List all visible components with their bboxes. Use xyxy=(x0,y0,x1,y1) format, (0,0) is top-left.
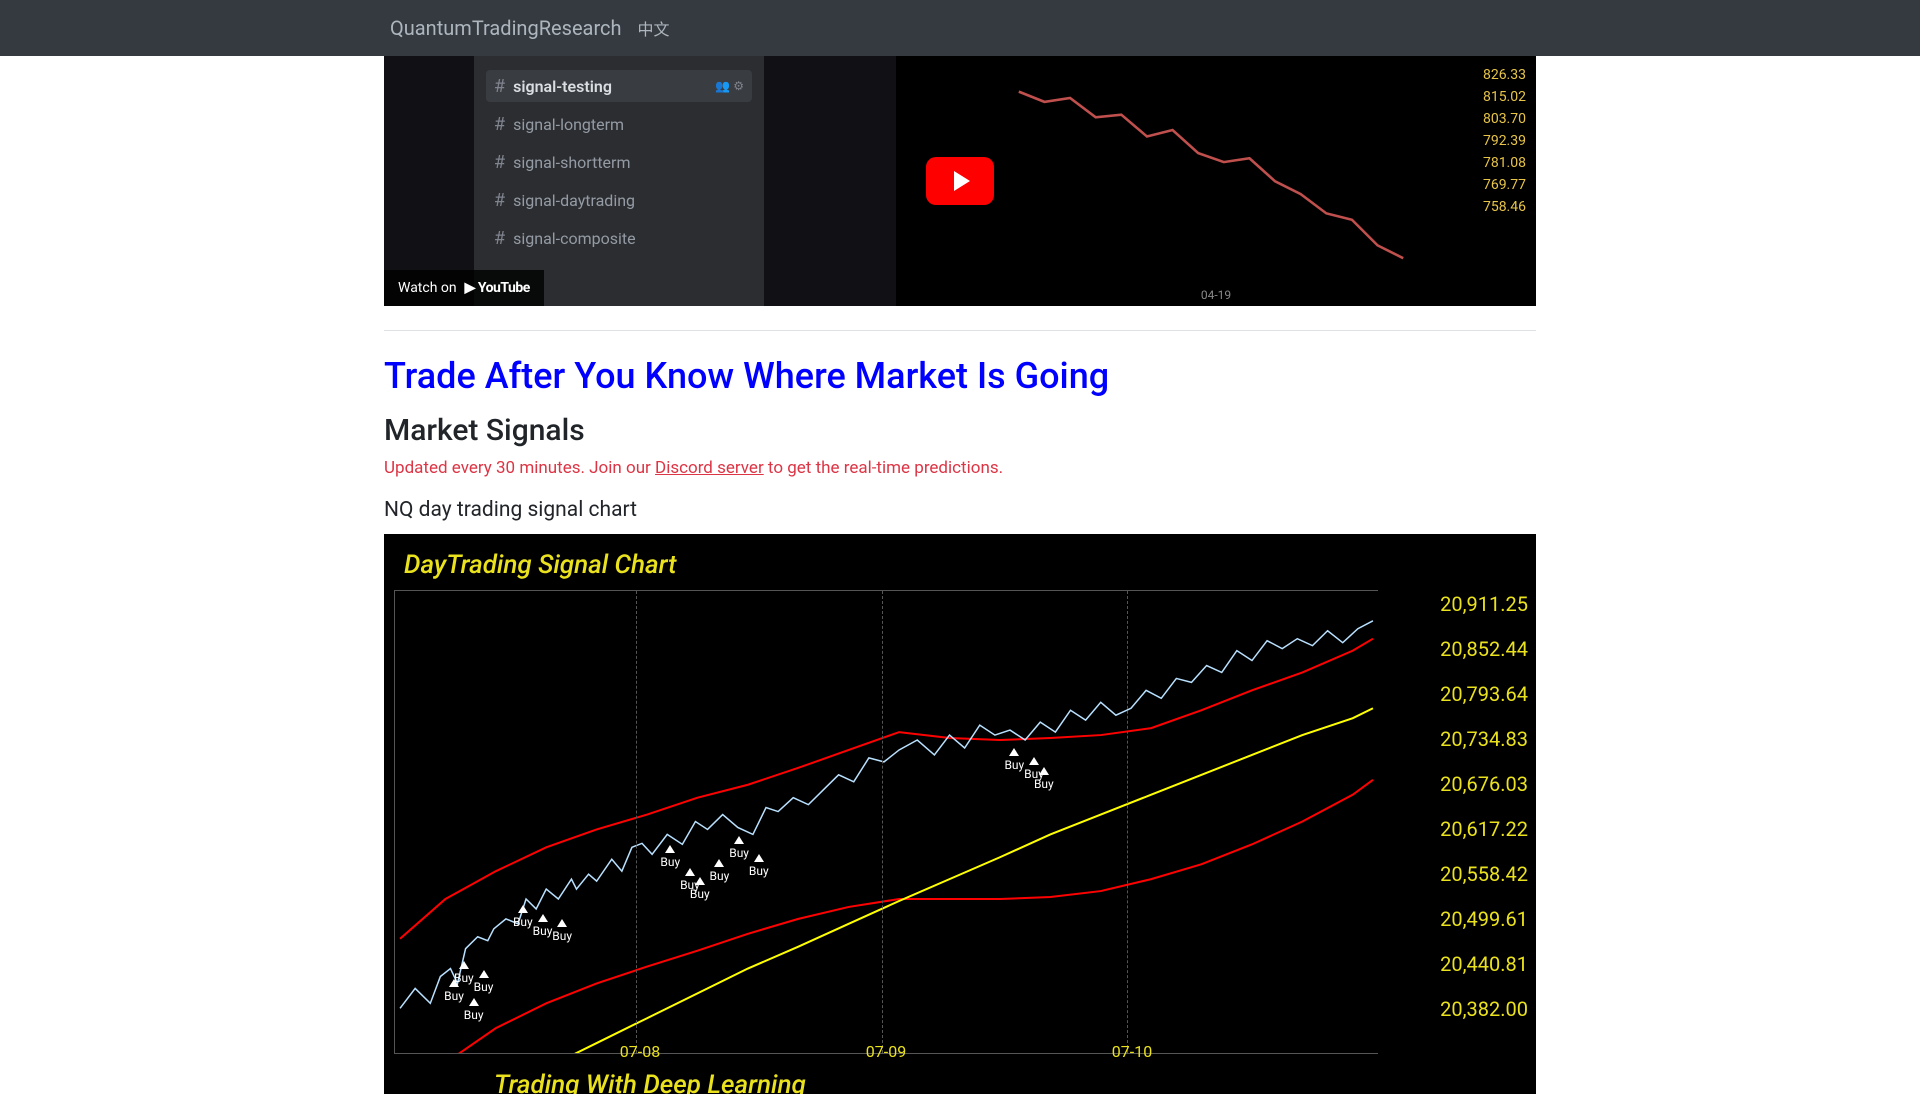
grid-line xyxy=(1127,591,1128,1053)
x-axis-label: 07-10 xyxy=(1112,1042,1152,1061)
buy-arrow-icon xyxy=(685,868,695,876)
video-price-label: 803.70 xyxy=(1483,108,1526,130)
content: Share #signal-testing👥 ⚙#signal-longterm… xyxy=(384,56,1536,1094)
video-price-label: 826.33 xyxy=(1483,64,1526,86)
y-axis-label: 20,499.61 xyxy=(1440,897,1528,942)
hash-icon: # xyxy=(494,228,505,249)
buy-arrow-icon xyxy=(1009,748,1019,756)
buy-arrow-icon xyxy=(538,914,548,922)
buy-arrow-icon xyxy=(665,845,675,853)
y-axis-label: 20,911.25 xyxy=(1440,582,1528,627)
y-axis-label: 20,793.64 xyxy=(1440,672,1528,717)
buy-arrow-icon xyxy=(695,877,705,885)
video-price-label: 769.77 xyxy=(1483,174,1526,196)
discord-channel[interactable]: # signal-daytrading xyxy=(486,184,752,216)
video-price-labels: 826.33815.02803.70792.39781.08769.77758.… xyxy=(1483,64,1526,218)
x-axis-label: 07-08 xyxy=(620,1042,660,1061)
hash-icon: # xyxy=(494,152,505,173)
discord-channel[interactable]: # signal-testing 👥 ⚙ xyxy=(486,70,752,102)
video-price-label: 781.08 xyxy=(1483,152,1526,174)
update-text: Updated every 30 minutes. Join our Disco… xyxy=(384,458,1536,478)
y-axis-label: 20,852.44 xyxy=(1440,627,1528,672)
navbar-lang-link[interactable]: 中文 xyxy=(638,16,670,40)
grid-line xyxy=(636,591,637,1053)
y-axis-label: 20,440.81 xyxy=(1440,942,1528,987)
buy-marker: Buy xyxy=(1034,767,1054,791)
chart-subtitle: NQ day trading signal chart xyxy=(384,498,1536,522)
video-date-label: 04-19 xyxy=(1201,288,1231,302)
buy-arrow-icon xyxy=(557,919,567,927)
y-axis-labels: 20,911.2520,852.4420,793.6420,734.8320,6… xyxy=(1440,582,1528,1032)
channel-name: signal-daytrading xyxy=(513,191,635,210)
video-price-label: 792.39 xyxy=(1483,130,1526,152)
buy-arrow-icon xyxy=(1029,757,1039,765)
channel-name: signal-composite xyxy=(513,229,636,248)
buy-marker: Buy xyxy=(533,914,553,938)
chart-header: DayTrading Signal Chart xyxy=(404,550,677,580)
watch-on-text: Watch on xyxy=(398,280,457,296)
chart-footer: Trading With Deep Learning xyxy=(494,1070,806,1094)
x-axis-label: 07-09 xyxy=(866,1042,906,1061)
signal-chart: DayTrading Signal Chart BuyBuyBuyBuyBuyB… xyxy=(384,534,1536,1094)
y-axis-label: 20,382.00 xyxy=(1440,987,1528,1032)
hash-icon: # xyxy=(494,114,505,135)
buy-marker: Buy xyxy=(749,854,769,878)
buy-marker: Buy xyxy=(513,905,533,929)
chart-plot-area: BuyBuyBuyBuyBuyBuyBuyBuyBuyBuyBuyBuyBuyB… xyxy=(394,590,1378,1054)
candle-chart-svg xyxy=(1006,66,1416,284)
channel-name: signal-testing xyxy=(513,77,612,96)
buy-marker: Buy xyxy=(690,877,710,901)
buy-marker: Buy xyxy=(474,970,494,994)
buy-marker: Buy xyxy=(1004,748,1024,772)
y-axis-label: 20,734.83 xyxy=(1440,717,1528,762)
buy-marker: Buy xyxy=(660,845,680,869)
discord-channel-list: # signal-testing 👥 ⚙ # signal-longterm # signa… xyxy=(474,56,764,306)
y-axis-label: 20,676.03 xyxy=(1440,762,1528,807)
x-axis-labels: 07-08 07-09 07-10 xyxy=(394,1042,1378,1062)
channel-name: signal-longterm xyxy=(513,115,624,134)
buy-arrow-icon xyxy=(714,859,724,867)
buy-arrow-icon xyxy=(734,836,744,844)
divider xyxy=(384,330,1536,331)
main-heading: Trade After You Know Where Market Is Goi… xyxy=(384,355,1536,397)
buy-arrow-icon xyxy=(459,961,469,969)
grid-line xyxy=(882,591,883,1053)
buy-arrow-icon xyxy=(479,970,489,978)
video-price-label: 815.02 xyxy=(1483,86,1526,108)
buy-arrow-icon xyxy=(518,905,528,913)
buy-marker: Buy xyxy=(710,859,730,883)
discord-channel[interactable]: # signal-composite xyxy=(486,222,752,254)
buy-arrow-icon xyxy=(1039,767,1049,775)
buy-marker: Buy xyxy=(552,919,572,943)
discord-channel[interactable]: # signal-shortterm xyxy=(486,146,752,178)
buy-marker: Buy xyxy=(454,961,474,985)
watch-on-youtube[interactable]: Watch on ▶ YouTube xyxy=(384,270,544,306)
play-button[interactable] xyxy=(926,157,994,205)
discord-link[interactable]: Discord server xyxy=(655,458,764,478)
play-icon xyxy=(954,171,970,191)
chart-svg xyxy=(395,591,1378,1053)
buy-marker: Buy xyxy=(729,836,749,860)
hash-icon: # xyxy=(494,76,505,97)
video-price-label: 758.46 xyxy=(1483,196,1526,218)
youtube-logo: ▶ YouTube xyxy=(465,280,530,296)
signals-heading: Market Signals xyxy=(384,413,1536,448)
video-embed: Share #signal-testing👥 ⚙#signal-longterm… xyxy=(384,56,1536,306)
y-axis-label: 20,558.42 xyxy=(1440,852,1528,897)
channel-settings-icon[interactable]: 👥 ⚙ xyxy=(715,79,744,93)
discord-channel[interactable]: # signal-longterm xyxy=(486,108,752,140)
buy-arrow-icon xyxy=(754,854,764,862)
buy-arrow-icon xyxy=(469,998,479,1006)
navbar: QuantumTradingResearch 中文 xyxy=(0,0,1920,56)
buy-marker: Buy xyxy=(464,998,484,1022)
navbar-brand[interactable]: QuantumTradingResearch xyxy=(390,16,622,40)
channel-name: signal-shortterm xyxy=(513,153,630,172)
y-axis-label: 20,617.22 xyxy=(1440,807,1528,852)
hash-icon: # xyxy=(494,190,505,211)
